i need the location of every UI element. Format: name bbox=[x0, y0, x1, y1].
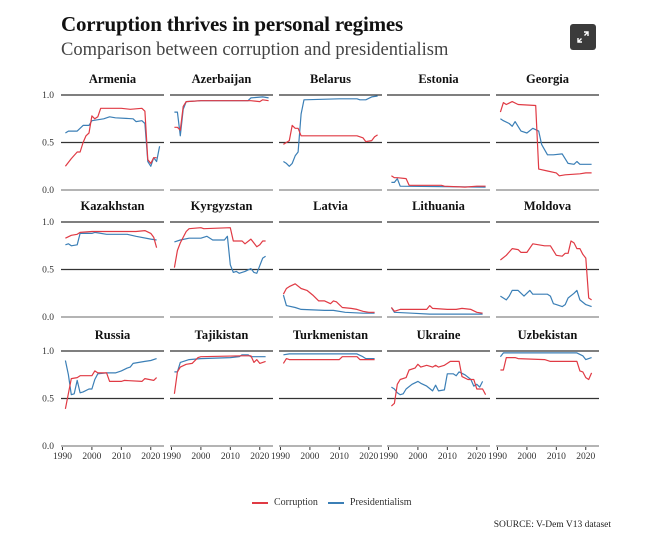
panel-title: Lithuania bbox=[412, 199, 466, 213]
line-corruption-latvia bbox=[282, 283, 375, 313]
x-tick-label: 2010 bbox=[438, 452, 457, 462]
legend: Corruption Presidentialism bbox=[252, 497, 412, 508]
legend-label-presidentialism: Presidentialism bbox=[349, 497, 412, 508]
y-tick-label: 0.0 bbox=[42, 442, 54, 452]
y-tick-label: 0.5 bbox=[42, 266, 54, 276]
x-tick-label: 2020 bbox=[141, 452, 160, 462]
panel-title: Belarus bbox=[310, 72, 351, 86]
x-tick-label: 2000 bbox=[517, 452, 536, 462]
line-corruption-turkmenistan bbox=[282, 356, 375, 364]
x-tick-label: 2020 bbox=[359, 452, 378, 462]
panel-title: Estonia bbox=[418, 72, 459, 86]
line-presidentialism-moldova bbox=[500, 289, 592, 308]
panel-title: Tajikistan bbox=[195, 328, 249, 342]
line-presidentialism-uzbekistan bbox=[499, 352, 592, 361]
line-corruption-armenia bbox=[64, 107, 157, 167]
x-tick-label: 2020 bbox=[467, 452, 486, 462]
x-tick-label: 1990 bbox=[162, 452, 181, 462]
panel-title: Uzbekistan bbox=[518, 328, 578, 342]
expand-arrows-icon bbox=[577, 31, 589, 43]
x-tick-label: 2020 bbox=[250, 452, 269, 462]
line-corruption-azerbaijan bbox=[174, 99, 269, 131]
panel-title: Azerbaijan bbox=[192, 72, 252, 86]
panel-title: Ukraine bbox=[417, 328, 461, 342]
line-corruption-moldova bbox=[500, 240, 592, 301]
chart-subtitle: Comparison between corruption and presid… bbox=[61, 40, 449, 60]
y-tick-label: 1.0 bbox=[42, 91, 54, 101]
y-tick-label: 0.0 bbox=[42, 186, 54, 196]
line-corruption-kyrgyzstan bbox=[173, 227, 266, 268]
y-tick-label: 1.0 bbox=[42, 218, 54, 228]
x-tick-label: 1990 bbox=[379, 452, 398, 462]
x-tick-label: 2020 bbox=[576, 452, 595, 462]
x-tick-label: 2000 bbox=[408, 452, 427, 462]
y-tick-label: 0.5 bbox=[42, 395, 54, 405]
line-presidentialism-turkmenistan bbox=[283, 353, 375, 360]
line-presidentialism-latvia bbox=[282, 294, 375, 314]
line-corruption-kazakhstan bbox=[65, 230, 158, 248]
x-tick-label: 2000 bbox=[82, 452, 101, 462]
line-presidentialism-kyrgyzstan bbox=[174, 235, 266, 274]
panel-title: Moldova bbox=[524, 199, 572, 213]
line-corruption-russia bbox=[64, 370, 158, 410]
y-tick-label: 1.0 bbox=[42, 347, 54, 357]
x-tick-label: 2010 bbox=[547, 452, 566, 462]
line-corruption-estonia bbox=[391, 175, 486, 188]
line-presidentialism-azerbaijan bbox=[174, 96, 269, 137]
line-presidentialism-russia bbox=[64, 358, 157, 396]
panel-title: Russia bbox=[95, 328, 131, 342]
x-tick-label: 1990 bbox=[271, 452, 290, 462]
line-corruption-tajikistan bbox=[173, 355, 266, 394]
panel-title: Armenia bbox=[89, 72, 137, 86]
x-tick-label: 2000 bbox=[191, 452, 210, 462]
line-presidentialism-georgia bbox=[500, 118, 592, 165]
line-presidentialism-kazakhstan bbox=[65, 231, 157, 247]
line-presidentialism-estonia bbox=[391, 178, 486, 188]
legend-swatch-corruption bbox=[252, 501, 268, 504]
legend-swatch-presidentialism bbox=[327, 501, 344, 504]
panel-title: Kazakhstan bbox=[81, 199, 145, 213]
panel-title: Latvia bbox=[313, 199, 348, 213]
legend-label-corruption: Corruption bbox=[274, 497, 318, 508]
line-presidentialism-armenia bbox=[65, 116, 161, 167]
chart-title: Corruption thrives in personal regimes bbox=[61, 12, 403, 36]
line-corruption-georgia bbox=[499, 101, 592, 177]
line-corruption-ukraine bbox=[390, 360, 487, 407]
x-tick-label: 2010 bbox=[330, 452, 349, 462]
y-tick-label: 0.0 bbox=[42, 313, 54, 323]
line-corruption-uzbekistan bbox=[500, 357, 593, 381]
line-presidentialism-belarus bbox=[283, 95, 378, 167]
panel-title: Kyrgyzstan bbox=[191, 199, 253, 213]
x-tick-label: 2000 bbox=[300, 452, 319, 462]
source-note: SOURCE: V-Dem V13 dataset bbox=[493, 520, 611, 530]
x-tick-label: 1990 bbox=[53, 452, 72, 462]
y-tick-label: 0.5 bbox=[42, 139, 54, 149]
panel-title: Georgia bbox=[526, 72, 570, 86]
line-corruption-lithuania bbox=[390, 305, 483, 314]
line-presidentialism-ukraine bbox=[391, 371, 484, 396]
panel-title: Turkmenistan bbox=[293, 328, 368, 342]
expand-button[interactable] bbox=[570, 24, 596, 50]
line-corruption-belarus bbox=[283, 124, 378, 145]
x-tick-label: 1990 bbox=[488, 452, 507, 462]
x-tick-label: 2010 bbox=[221, 452, 240, 462]
x-tick-label: 2010 bbox=[112, 452, 131, 462]
